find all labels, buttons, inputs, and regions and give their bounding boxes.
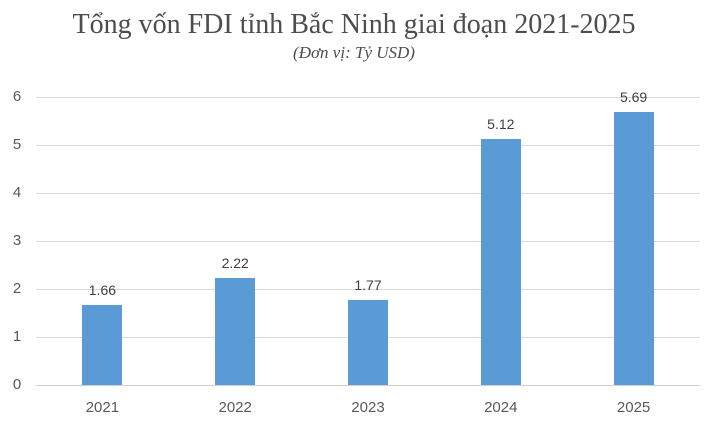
- gridline: [36, 96, 700, 98]
- gridline: [36, 192, 700, 194]
- y-tick-label: 3: [12, 232, 22, 249]
- y-tick-label: 6: [12, 88, 22, 105]
- bar-2025: [613, 111, 654, 385]
- data-label-2025: 5.69: [619, 88, 648, 105]
- x-tick-label-2022: 2022: [218, 399, 252, 416]
- y-tick-label: 5: [12, 136, 22, 153]
- chart-subtitle: (Đơn vị: Tỷ USD): [293, 43, 415, 62]
- data-label-2021: 1.66: [88, 282, 117, 299]
- plot-area: 0 1 2 3 4 5 6 1.66 2.22 1.77 5.12 5.69 2021 2022 202…: [13, 88, 700, 416]
- bar-2022: [215, 278, 256, 385]
- data-label-2023: 1.77: [354, 277, 382, 294]
- y-tick-label: 2: [12, 280, 22, 297]
- bar-2024: [480, 139, 521, 385]
- data-label-2024: 5.12: [487, 116, 515, 133]
- gridline: [36, 288, 700, 290]
- chart-title: Tổng vốn FDI tỉnh Bắc Ninh giai đoạn 202…: [72, 9, 636, 40]
- gridline: [36, 240, 700, 242]
- data-label-2022: 2.22: [221, 255, 249, 272]
- x-tick-label-2025: 2025: [616, 399, 651, 416]
- x-tick-label-2024: 2024: [484, 399, 518, 416]
- y-tick-label: 0: [12, 376, 22, 393]
- chart-header: Tổng vốn FDI tỉnh Bắc Ninh giai đoạn 202…: [0, 0, 708, 63]
- x-axis-baseline: [36, 384, 700, 386]
- y-tick-label: 1: [12, 328, 22, 345]
- gridline: [36, 144, 700, 146]
- bar-2021: [82, 305, 123, 385]
- bar-2023: [348, 300, 388, 385]
- y-tick-label: 4: [12, 184, 22, 201]
- x-tick-label-2023: 2023: [351, 399, 385, 416]
- x-tick-label-2021: 2021: [85, 399, 120, 416]
